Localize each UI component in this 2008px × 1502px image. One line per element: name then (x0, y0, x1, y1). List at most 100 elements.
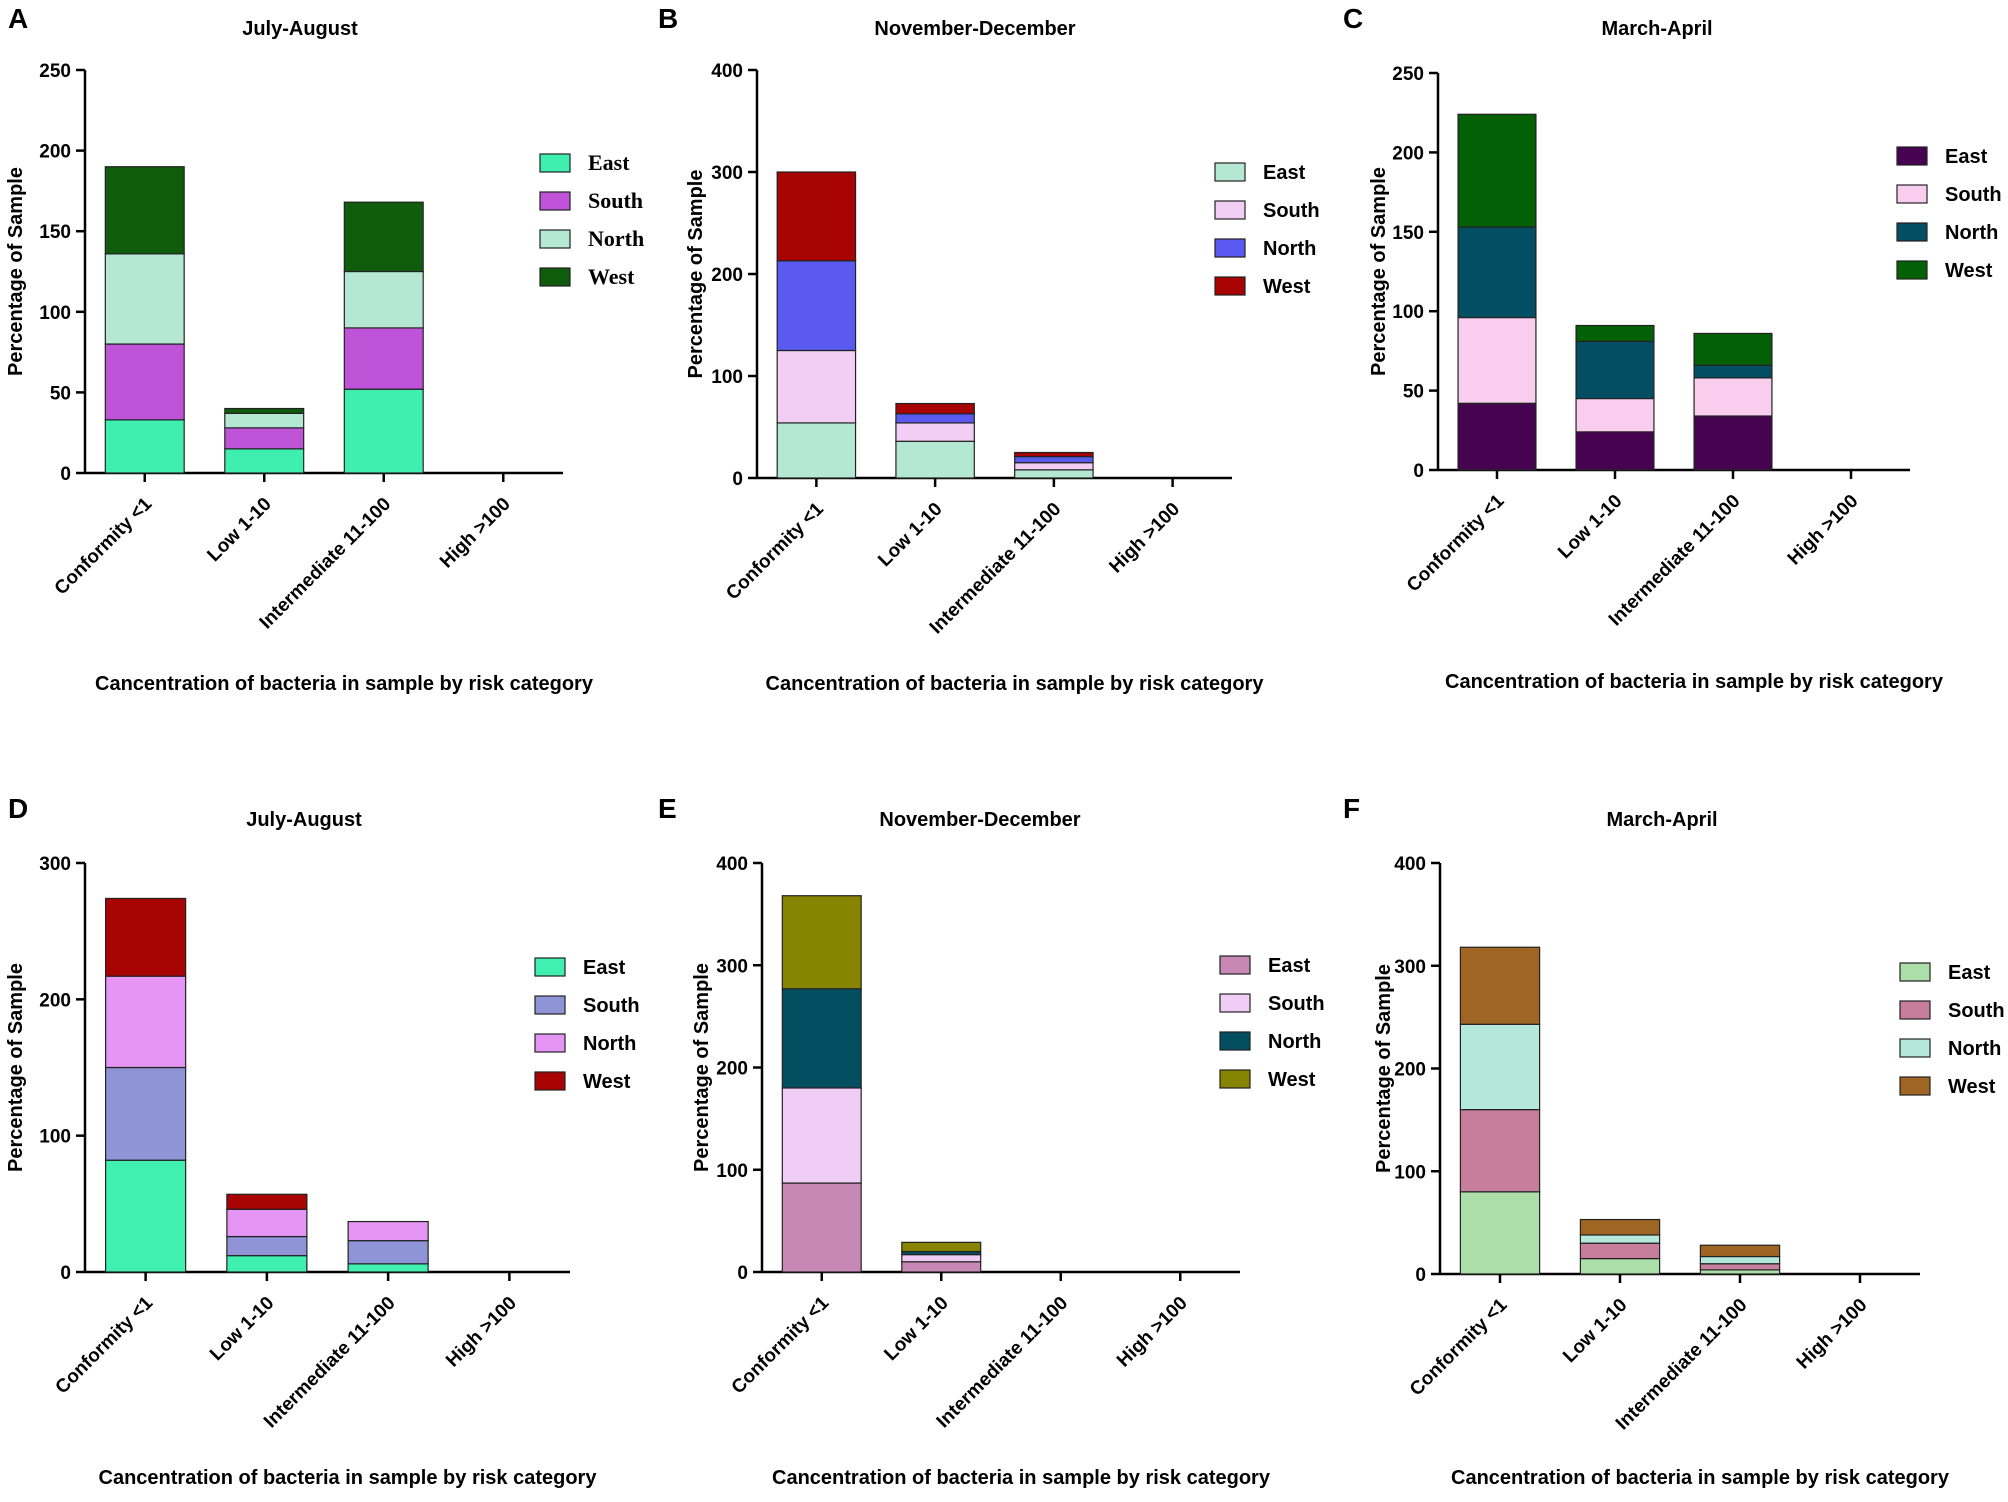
panel-letter: E (658, 793, 677, 824)
y-tick-label: 0 (1415, 1265, 1426, 1286)
legend-label-south: South (583, 995, 640, 1017)
legend-swatch-north (1896, 222, 1928, 242)
legend: East South North West (534, 957, 640, 1093)
y-tick-label: 100 (711, 367, 743, 388)
x-tick-label: Conformity <1 (52, 1292, 158, 1398)
y-axis-label: Percentage of Sample (691, 963, 713, 1172)
chart-title: July-August (242, 18, 358, 40)
bar-south-0 (1457, 316, 1537, 404)
legend-swatch-west (1219, 1069, 1251, 1089)
y-tick-label: 50 (50, 383, 71, 404)
y-tick-label: 400 (711, 61, 743, 82)
bar-east-1 (1575, 431, 1655, 471)
bar-south-0 (781, 1087, 862, 1184)
legend-label-north: North (588, 226, 644, 251)
panel-letter: A (8, 3, 28, 34)
legend-swatch-north (539, 229, 571, 249)
bar-west-1 (224, 407, 305, 414)
legend-label-east: East (1948, 962, 1991, 984)
legend-label-south: South (1268, 993, 1325, 1015)
legend-swatch-east (1219, 955, 1251, 975)
chart-title: July-August (246, 809, 362, 831)
y-tick-label: 0 (732, 469, 743, 490)
bar-west-0 (1457, 113, 1537, 228)
legend-label-west: West (1948, 1076, 1996, 1098)
panel-letter: D (8, 793, 28, 824)
x-tick-label: Intermediate 11-100 (1612, 1295, 1752, 1435)
x-tick-label: High >100 (436, 494, 515, 573)
bar-east-0 (1459, 1191, 1541, 1275)
legend-label-north: North (1263, 238, 1316, 260)
bar-north-0 (104, 253, 185, 345)
y-tick-label: 250 (39, 61, 71, 82)
chart-panel-c: C March-April 0 50 100 150 200 250 Percentage of… (1343, 3, 2002, 693)
x-tick-label: Low 1-10 (203, 494, 275, 566)
legend-swatch-west (1214, 276, 1246, 296)
y-tick-label: 100 (716, 1161, 748, 1182)
legend: East South North West (1219, 955, 1325, 1091)
x-tick-label: Conformity <1 (51, 493, 157, 599)
bar-north-1 (1575, 340, 1655, 400)
bar-north-1 (226, 1208, 308, 1238)
legend-swatch-south (1214, 200, 1246, 220)
chart-title: March-April (1601, 18, 1712, 40)
legend-label-south: South (588, 188, 643, 213)
x-tick-label: Low 1-10 (1559, 1295, 1631, 1367)
legend-swatch-south (1896, 184, 1928, 204)
x-axis-label: Cancentration of bacteria in sample by r… (95, 673, 594, 695)
bar-north-2 (347, 1220, 429, 1242)
legend-swatch-east (1214, 162, 1246, 182)
bar-east-2 (343, 388, 424, 474)
legend-label-west: West (1263, 276, 1311, 298)
legend-swatch-north (1219, 1031, 1251, 1051)
bar-east-2 (347, 1263, 429, 1273)
y-tick-label: 100 (39, 303, 71, 324)
y-tick-label: 200 (1394, 1060, 1426, 1081)
legend-swatch-east (534, 957, 566, 977)
legend: East South North West (1899, 962, 2005, 1098)
legend-swatch-south (539, 191, 571, 211)
x-tick-label: High >100 (442, 1293, 521, 1372)
legend-label-north: North (1945, 222, 1998, 244)
x-axis-label: Cancentration of bacteria in sample by r… (772, 1467, 1271, 1489)
x-axis-label: Cancentration of bacteria in sample by r… (1451, 1467, 1950, 1489)
x-axis-label: Cancentration of bacteria in sample by r… (99, 1467, 598, 1489)
chart-panel-a: A July-August 0 50 100 150 200 250 Percentage of… (5, 3, 644, 695)
legend-label-east: East (583, 957, 626, 979)
panel-letter: C (1343, 3, 1363, 34)
x-tick-label: Low 1-10 (206, 1293, 278, 1365)
panel-letter: B (658, 3, 678, 34)
y-tick-label: 50 (1403, 382, 1424, 403)
legend-label-north: North (583, 1033, 636, 1055)
bar-south-1 (226, 1235, 308, 1257)
y-tick-label: 200 (39, 142, 71, 163)
x-tick-label: Conformity <1 (728, 1292, 834, 1398)
y-tick-label: 200 (711, 265, 743, 286)
x-tick-label: Conformity <1 (1406, 1294, 1512, 1400)
bar-south-1 (224, 427, 305, 450)
bar-west-2 (343, 201, 424, 273)
bar-west-1 (1575, 324, 1655, 342)
y-axis-label: Percentage of Sample (5, 167, 27, 376)
y-tick-label: 300 (711, 163, 743, 184)
legend-swatch-east (539, 153, 571, 173)
legend-swatch-south (534, 995, 566, 1015)
y-tick-label: 200 (1392, 143, 1424, 164)
chart-title: November-December (874, 18, 1075, 40)
y-tick-label: 200 (716, 1059, 748, 1080)
chart-panel-e: E November-December 0 100 200 300 400 Percentag… (658, 793, 1325, 1489)
legend-label-east: East (1263, 162, 1306, 184)
y-tick-label: 300 (716, 956, 748, 977)
bar-east-0 (104, 419, 185, 474)
bar-west-2 (1699, 1244, 1781, 1258)
legend-label-south: South (1948, 1000, 2005, 1022)
legend-label-north: North (1948, 1038, 2001, 1060)
legend-swatch-north (1899, 1038, 1931, 1058)
x-tick-label: High >100 (1784, 491, 1863, 570)
legend-label-west: West (1268, 1069, 1316, 1091)
bar-north-0 (776, 260, 857, 352)
legend-swatch-west (539, 267, 571, 287)
bar-west-1 (1579, 1218, 1661, 1236)
bar-north-2 (1014, 455, 1094, 464)
